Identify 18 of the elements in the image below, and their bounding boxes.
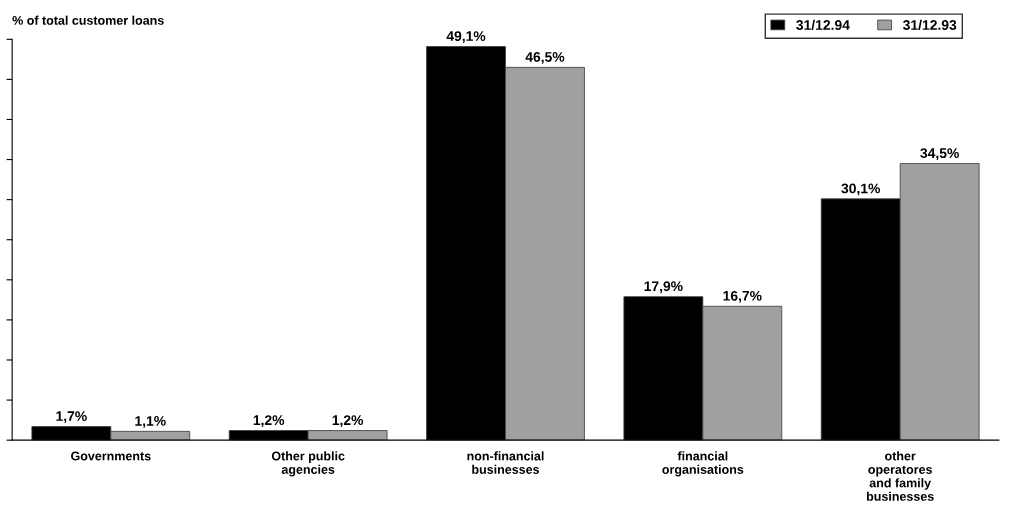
x-tick-label: financial organisations — [662, 451, 744, 477]
y-axis-title: % of total customer loans — [12, 15, 164, 25]
data-label: 17,9% — [644, 281, 683, 294]
data-label: 46,5% — [525, 52, 565, 64]
data-label: 16,7% — [723, 290, 762, 303]
legend-label: 31/12.93 — [903, 19, 957, 31]
data-label: 1,7% — [56, 411, 87, 424]
x-tick-label: Other public agencies — [271, 451, 345, 477]
data-label: 49,1% — [446, 31, 486, 44]
data-label: 30,1% — [841, 183, 881, 196]
data-label: 1,1% — [135, 416, 166, 428]
legend-label: 31/12.94 — [796, 19, 850, 31]
x-tick-label: other operatores and family businesses — [866, 451, 934, 501]
data-label: 1,2% — [332, 415, 364, 428]
x-tick-label: non-financial businesses — [467, 451, 544, 474]
x-tick-label: Governments — [71, 451, 151, 461]
data-label: 1,2% — [253, 415, 285, 428]
data-label: 34,5% — [920, 148, 959, 161]
